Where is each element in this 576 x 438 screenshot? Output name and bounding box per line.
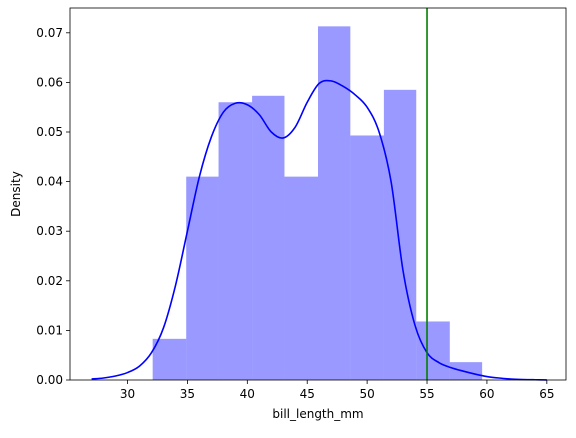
- plot-frame: [69, 7, 567, 381]
- histogram-bar-4: [284, 176, 318, 380]
- x-tick-label: 30: [120, 387, 135, 401]
- y-tick-label: 0.07: [36, 26, 63, 40]
- y-axis-label: Density: [9, 171, 23, 217]
- y-tick-label: 0.06: [36, 75, 63, 89]
- x-tick-label: 65: [539, 387, 554, 401]
- histogram-bar-0: [152, 338, 187, 380]
- histogram-bar-8: [416, 321, 450, 380]
- histogram-bar-1: [186, 176, 219, 380]
- axes-layer: 30 35 40 45 50 55 60 65 0.00 0.01 0.02 0.03 0.04 0.05…: [36, 7, 567, 401]
- histogram-bar-5: [318, 26, 351, 381]
- y-tick-label: 0.04: [36, 175, 63, 189]
- x-tick-label: 40: [240, 387, 255, 401]
- x-axis-label: bill_length_mm: [272, 407, 363, 421]
- histogram-bar-2: [218, 102, 253, 381]
- x-tick-label: 50: [359, 387, 374, 401]
- x-tick-label: 35: [180, 387, 195, 401]
- histogram-bar-6: [350, 135, 384, 380]
- y-tick-label: 0.05: [36, 125, 63, 139]
- bars-layer: [152, 26, 483, 381]
- y-tick-label: 0.03: [36, 224, 63, 238]
- x-tick-label: 55: [419, 387, 434, 401]
- x-tick-label: 45: [300, 387, 315, 401]
- kde-layer: [91, 79, 547, 381]
- kde-curve: [91, 79, 547, 381]
- histogram-bar-3: [252, 95, 285, 381]
- x-tick-label: 60: [479, 387, 494, 401]
- y-tick-label: 0.02: [36, 274, 63, 288]
- y-tick-label: 0.01: [36, 323, 63, 337]
- y-tick-label: 0.00: [36, 373, 63, 387]
- histogram-bar-7: [383, 89, 417, 380]
